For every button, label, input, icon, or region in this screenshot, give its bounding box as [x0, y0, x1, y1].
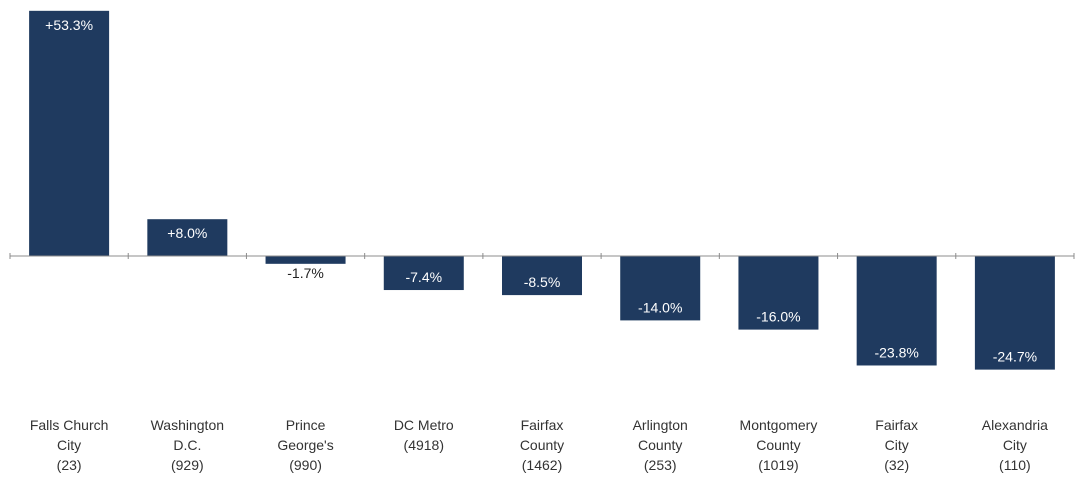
bar-8 [974, 256, 1055, 370]
data-label-6: -16.0% [756, 309, 800, 325]
data-label-2: -1.7% [287, 265, 324, 281]
category-label-0: Falls Church City (23) [30, 417, 109, 473]
data-labels-group: +53.3% +8.0% -1.7% -7.4% -8.5% -14.0% -16.0% -2… [45, 17, 1037, 365]
bar-6 [738, 256, 819, 330]
bar-0 [29, 10, 110, 256]
category-label-4: Fairfax County (1462) [520, 417, 564, 473]
category-label-8: Alexandria City (110) [982, 417, 1048, 473]
category-label-6: Montgomery County (1019) [740, 417, 818, 473]
category-label-1: Washington D.C. (929) [151, 417, 224, 473]
bar-1 [147, 219, 228, 256]
bar-5 [620, 256, 701, 321]
category-labels-group: Falls Church City (23) Washington D.C. (929) P… [30, 417, 1048, 473]
data-label-4: -8.5% [524, 274, 561, 290]
bar-2 [265, 256, 346, 264]
category-label-7: Fairfax City (32) [875, 417, 918, 473]
data-label-1: +8.0% [167, 225, 207, 241]
bar-7 [856, 256, 937, 366]
data-label-7: -23.8% [874, 344, 918, 360]
category-label-3: DC Metro (4918) [394, 417, 454, 453]
axis-group [9, 253, 1075, 259]
bar-4 [502, 256, 582, 296]
bars-group [29, 10, 1055, 370]
data-label-5: -14.0% [638, 299, 682, 315]
data-label-3: -7.4% [405, 269, 442, 285]
bar-3 [383, 256, 464, 291]
category-label-2: Prince George's (990) [277, 417, 333, 473]
category-label-5: Arlington County (253) [633, 417, 688, 473]
data-label-8: -24.7% [993, 349, 1037, 365]
data-label-0: +53.3% [45, 17, 93, 33]
